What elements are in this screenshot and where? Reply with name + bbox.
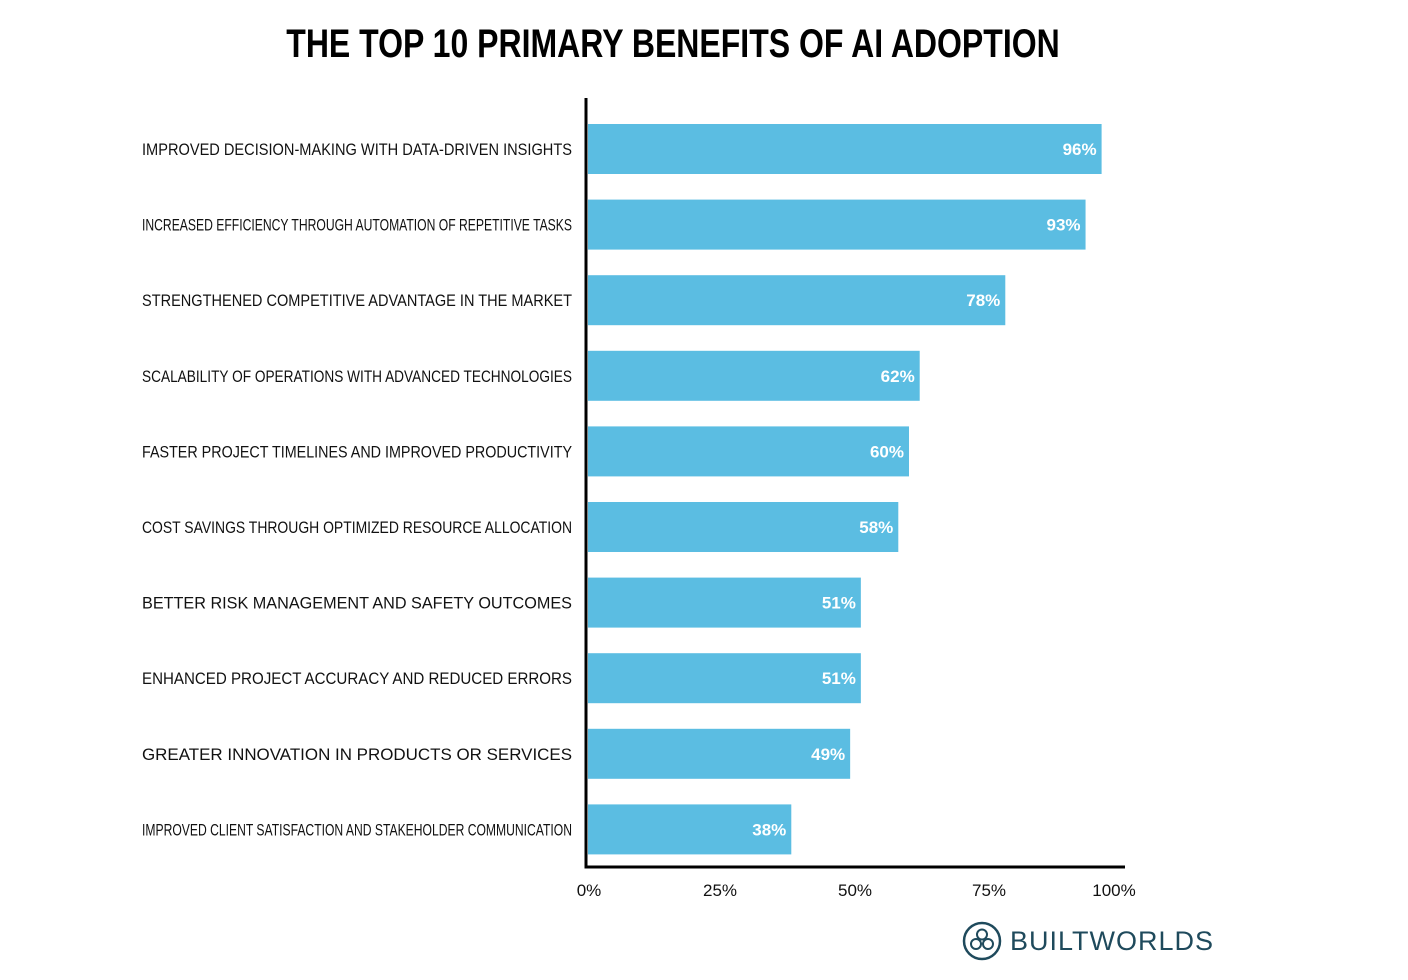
category-labels-group: IMPROVED DECISION-MAKING WITH DATA-DRIVE… xyxy=(142,140,572,839)
x-tick-label-2: 25% xyxy=(703,881,737,900)
value-label-6: 58% xyxy=(859,518,893,537)
x-tick-label-3: 50% xyxy=(838,881,872,900)
value-label-8: 51% xyxy=(822,669,856,688)
x-tick-label-4: 75% xyxy=(972,881,1006,900)
value-label-1: 96% xyxy=(1063,140,1097,159)
category-label-8: ENHANCED PROJECT ACCURACY AND REDUCED ER… xyxy=(142,669,572,688)
category-label-3: STRENGTHENED COMPETITIVE ADVANTAGE IN TH… xyxy=(142,291,572,310)
bar-2 xyxy=(588,199,1086,250)
category-label-1: IMPROVED DECISION-MAKING WITH DATA-DRIVE… xyxy=(142,140,572,159)
bar-5 xyxy=(588,426,909,477)
value-label-7: 51% xyxy=(822,594,856,613)
category-label-6: COST SAVINGS THROUGH OPTIMIZED RESOURCE … xyxy=(142,518,572,537)
chart-title: THE TOP 10 PRIMARY BENEFITS OF AI ADOPTI… xyxy=(286,22,1060,66)
value-label-9: 49% xyxy=(811,745,845,764)
category-label-2: INCREASED EFFICIENCY THROUGH AUTOMATION … xyxy=(142,216,572,235)
value-label-5: 60% xyxy=(870,442,904,461)
category-label-9: GREATER INNOVATION IN PRODUCTS OR SERVIC… xyxy=(142,745,572,764)
bar-3 xyxy=(588,275,1006,326)
bar-7 xyxy=(588,577,861,628)
builtworlds-logo-icon xyxy=(962,921,1002,961)
brand-name: BUILTWORLDS xyxy=(1010,925,1215,956)
x-tick-label-1: 0% xyxy=(577,881,602,900)
x-tick-label-5: 100% xyxy=(1092,881,1135,900)
bar-6 xyxy=(588,502,899,552)
bars-group: 96% 93% 78% 62% 60% 58% 51% 51% 49% 38% xyxy=(588,124,1102,855)
bar-8 xyxy=(588,653,861,704)
category-label-4: SCALABILITY OF OPERATIONS WITH ADVANCED … xyxy=(142,367,572,386)
category-label-10: IMPROVED CLIENT SATISFACTION AND STAKEHO… xyxy=(142,820,572,839)
category-label-5: FASTER PROJECT TIMELINES AND IMPROVED PR… xyxy=(142,442,572,461)
x-ticks-group: 0% 25% 50% 75% 100% xyxy=(577,881,1136,900)
bar-1 xyxy=(588,124,1102,174)
brand-logo: BUILTWORLDS xyxy=(962,920,1214,962)
category-label-7: BETTER RISK MANAGEMENT AND SAFETY OUTCOM… xyxy=(142,594,572,613)
value-label-2: 93% xyxy=(1047,216,1081,235)
bar-10 xyxy=(588,804,792,855)
bar-9 xyxy=(588,728,851,779)
value-label-4: 62% xyxy=(881,367,915,386)
bar-4 xyxy=(588,350,920,401)
value-label-10: 38% xyxy=(752,820,786,839)
value-label-3: 78% xyxy=(966,291,1000,310)
